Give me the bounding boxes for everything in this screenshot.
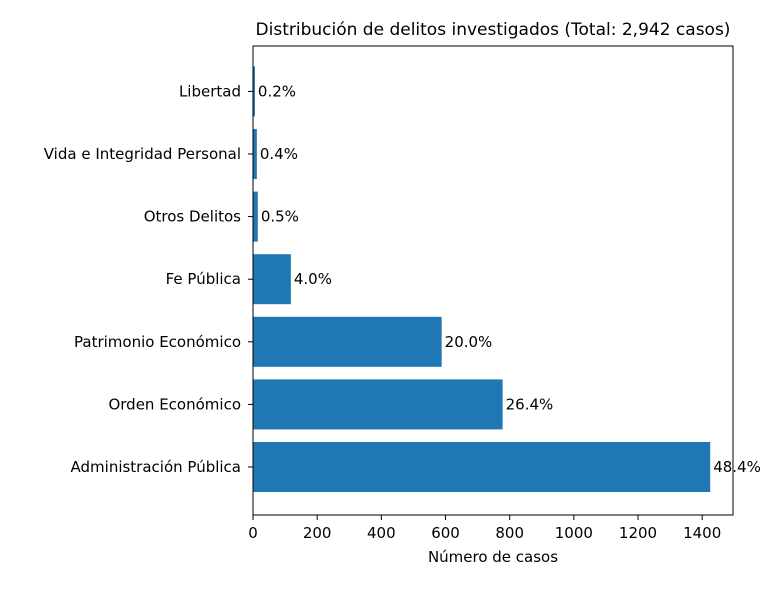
plot-frame xyxy=(252,45,734,516)
x-tick-label: 800 xyxy=(495,524,524,542)
x-tick-label: 1000 xyxy=(555,524,593,542)
x-tick-label: 0 xyxy=(248,524,258,542)
bar xyxy=(253,442,711,492)
data-label: 26.4% xyxy=(506,395,554,413)
y-tick-label: Otros Delitos xyxy=(144,208,241,226)
data-label: 0.2% xyxy=(258,82,296,100)
y-tick-label: Administración Pública xyxy=(71,458,241,476)
bar xyxy=(253,379,503,430)
bar xyxy=(253,66,255,117)
data-label: 48.4% xyxy=(713,458,761,476)
y-tick-label: Libertad xyxy=(179,82,241,100)
y-tick-label: Fe Pública xyxy=(166,270,241,288)
y-tick-label: Orden Económico xyxy=(108,395,241,413)
x-tick-label: 1400 xyxy=(683,524,721,542)
x-tick-label: 200 xyxy=(303,524,332,542)
y-tick-label: Patrimonio Económico xyxy=(74,333,241,351)
data-label: 0.4% xyxy=(260,145,298,163)
data-label: 20.0% xyxy=(445,333,493,351)
x-axis-label: Número de casos xyxy=(428,548,558,566)
x-tick-label: 400 xyxy=(367,524,396,542)
y-tick-label: Vida e Integridad Personal xyxy=(44,145,241,163)
bar xyxy=(253,191,258,242)
data-label: 4.0% xyxy=(294,270,332,288)
chart-title: Distribución de delitos investigados (To… xyxy=(256,20,731,40)
bar xyxy=(253,129,257,179)
bar xyxy=(253,316,442,367)
data-label: 0.5% xyxy=(261,208,299,226)
bar xyxy=(253,254,291,305)
x-tick-label: 1200 xyxy=(619,524,657,542)
x-tick-label: 600 xyxy=(431,524,460,542)
